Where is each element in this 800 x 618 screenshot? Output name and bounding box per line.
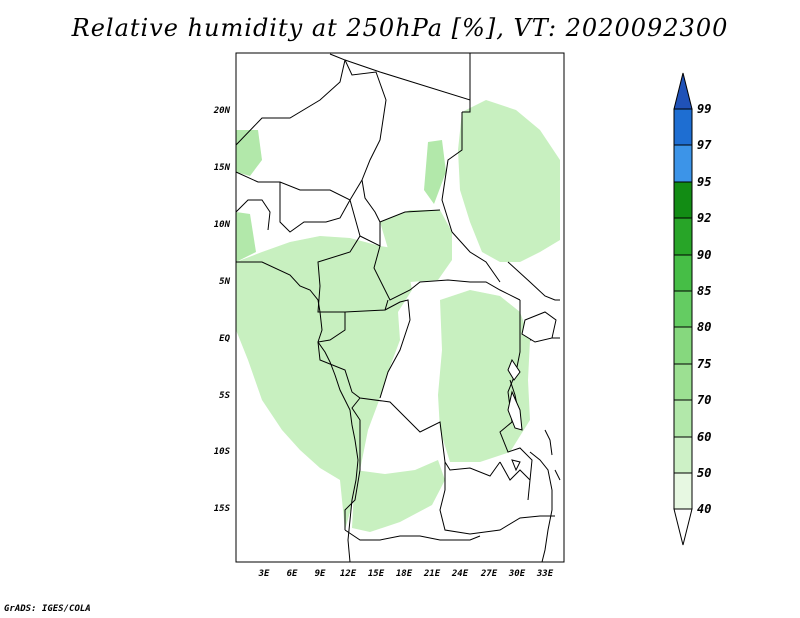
colorbar-label: 75 (697, 357, 711, 371)
colorbar-segment (673, 108, 693, 146)
colorbar-label: 80 (697, 320, 711, 334)
lon-label: 9E (315, 569, 326, 579)
humid-region-coast-west (236, 212, 256, 262)
colorbar-segment (673, 217, 693, 256)
colorbar-label: 50 (697, 466, 711, 480)
lon-label: 15E (368, 569, 385, 579)
humid-region-sahel (236, 130, 262, 176)
colorbar-label: 92 (697, 211, 711, 225)
humid-region-north-strip (424, 140, 446, 204)
humid-region-south (352, 460, 445, 532)
lon-label: 6E (287, 569, 298, 579)
humid-region-west (236, 236, 412, 530)
country-borders (235, 53, 561, 541)
lon-label: 3E (258, 569, 270, 579)
lat-label: 10S (214, 447, 231, 457)
colorbar-segment (673, 181, 693, 219)
colorbar-label: 85 (697, 284, 711, 298)
humidity-field (236, 100, 560, 532)
colorbar-segment (673, 363, 693, 401)
lon-label: 24E (451, 569, 469, 579)
colorbar-labels: 40 50 60 70 75 80 85 90 92 95 97 99 (697, 102, 712, 516)
lat-label: 15S (214, 504, 231, 514)
lon-label: 21E (423, 569, 441, 579)
lon-axis: 3E 6E 9E 12E 15E 18E 21E 24E 27E 30E 33E (258, 569, 554, 579)
map-frame (235, 52, 565, 563)
colorbar-label: 60 (697, 430, 711, 444)
colorbar-bottom-arrow (673, 508, 693, 546)
colorbar-segment (673, 326, 693, 365)
colorbar-segment (673, 436, 693, 474)
lat-label: 20N (213, 106, 231, 116)
lon-label: 12E (340, 569, 357, 579)
lon-label: 18E (396, 569, 413, 579)
colorbar-label: 70 (697, 393, 711, 407)
colorbar-segment (673, 399, 693, 438)
colorbar-label: 90 (697, 248, 711, 262)
colorbar-label: 40 (697, 502, 711, 516)
lat-label: 5S (219, 391, 230, 401)
lon-label: 30E (508, 569, 526, 579)
colorbar-label: 97 (697, 138, 712, 152)
humid-region-northeast (458, 100, 560, 262)
lat-label: 10N (214, 220, 231, 230)
colorbar-segment (673, 290, 693, 328)
humid-region-central-north (380, 210, 452, 282)
grads-credit: GrADS: IGES/COLA (4, 604, 91, 614)
colorbar (673, 72, 693, 546)
lakes (507, 311, 557, 472)
colorbar-top-arrow (673, 72, 693, 110)
lat-label: 15N (214, 163, 231, 173)
colorbar-segment (673, 144, 693, 183)
colorbar-segment (673, 254, 693, 292)
lat-label: 5N (219, 277, 230, 287)
lon-label: 33E (536, 569, 554, 579)
lat-label: EQ (219, 334, 230, 344)
colorbar-label: 95 (697, 175, 711, 189)
colorbar-segment (673, 472, 693, 510)
chart-title: Relative humidity at 250hPa [%], VT: 202… (71, 14, 729, 42)
lon-label: 27E (480, 569, 498, 579)
colorbar-label: 99 (697, 102, 711, 116)
lat-axis: 20N 15N 10N 5N EQ 5S 10S 15S (213, 106, 231, 514)
humid-region-southeast (438, 290, 530, 462)
